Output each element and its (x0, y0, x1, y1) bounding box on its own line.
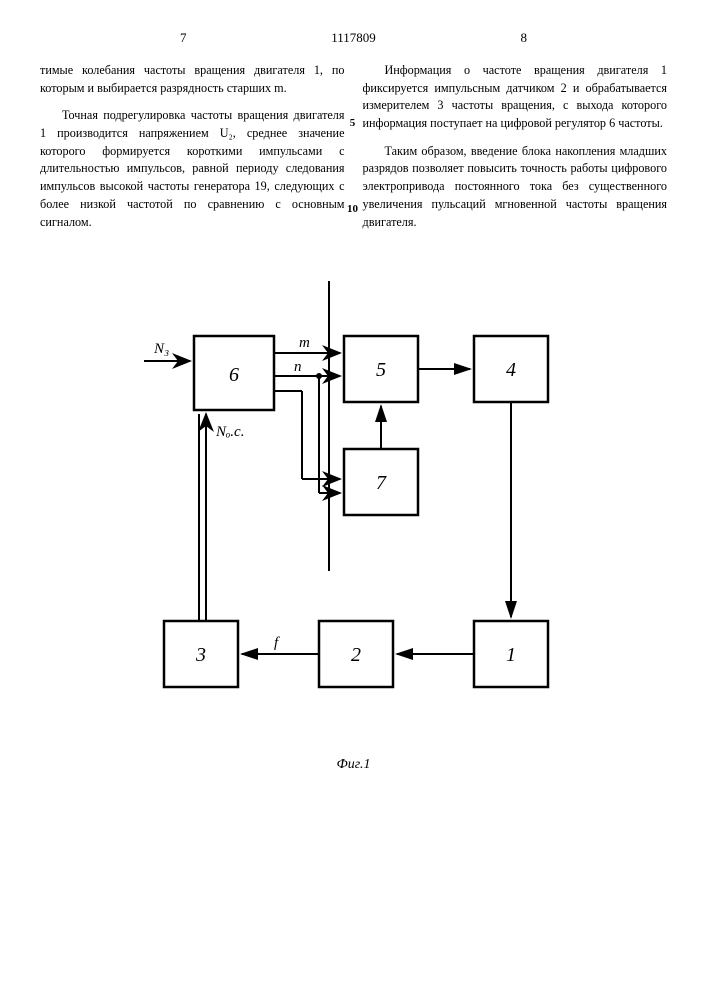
page: 7 1117809 8 тимые колебания частоты вращ… (0, 0, 707, 1000)
node-label: 5 (376, 359, 386, 381)
line-number: 10 (347, 202, 358, 218)
signal-label: N₃ (153, 341, 169, 357)
left-column: тимые колебания частоты вращения двигате… (40, 62, 345, 241)
paragraph: Таким образом, введение блока накопления… (363, 143, 668, 231)
node-5: 5 (344, 336, 418, 402)
node-label: 4 (506, 359, 516, 381)
node-label: 2 (351, 644, 361, 666)
page-header: 7 1117809 8 (40, 30, 667, 48)
signal-label: Nₒ.c. (215, 424, 244, 440)
signal-label: m (299, 335, 310, 351)
node-label: 1 (506, 644, 516, 666)
node-label: 7 (376, 472, 387, 494)
node-label: 3 (195, 644, 206, 666)
node-7: 7 (344, 449, 418, 515)
figure-1: 6 5 4 7 3 2 1 (124, 261, 584, 773)
line-number: 5 (350, 116, 356, 132)
paragraph: Точная подрегулировка частоты вращения д… (40, 107, 345, 231)
signal-label: f (274, 635, 280, 651)
page-num-right: 8 (521, 30, 528, 46)
block-diagram-svg: 6 5 4 7 3 2 1 (124, 261, 584, 751)
document-number: 1117809 (331, 30, 376, 46)
node-1: 1 (474, 621, 548, 687)
text-columns: тимые колебания частоты вращения двигате… (40, 62, 667, 241)
paragraph: тимые колебания частоты вращения двигате… (40, 62, 345, 97)
figure-caption: Фиг.1 (124, 757, 584, 773)
right-column: 5 10 Информация о частоте вращения двига… (363, 62, 668, 241)
node-4: 4 (474, 336, 548, 402)
node-6: 6 (194, 336, 274, 410)
node-2: 2 (319, 621, 393, 687)
node-label: 6 (229, 364, 239, 386)
signal-label: n (294, 359, 302, 375)
paragraph: Информация о частоте вращения двигателя … (363, 62, 668, 133)
page-num-left: 7 (180, 30, 187, 46)
node-3: 3 (164, 621, 238, 687)
